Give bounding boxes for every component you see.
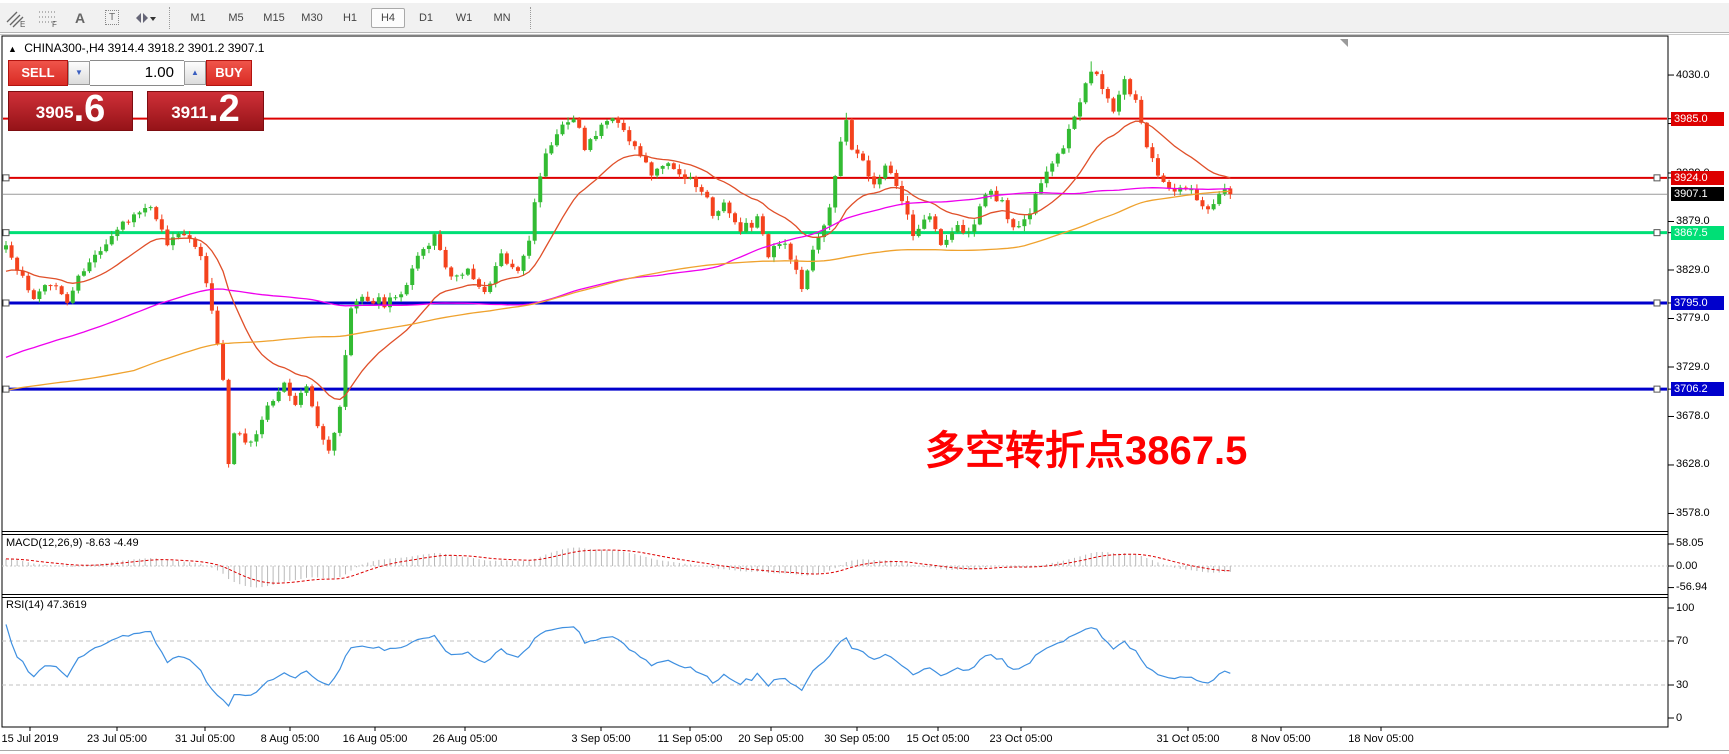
window-divider <box>0 750 1729 751</box>
timeframe-button-d1[interactable]: D1 <box>418 11 434 24</box>
price-tick-3628.0: 3628.0 <box>1676 458 1710 471</box>
chart-text-annotation: 多空转折点3867.5 <box>925 429 1248 473</box>
buy-price[interactable]: 3911 .2 <box>147 88 264 131</box>
price-tick-3879.0: 3879.0 <box>1676 215 1710 227</box>
arrows-icon[interactable] <box>129 6 159 30</box>
price-level-label-3867.5: 3867.5 <box>1671 225 1724 240</box>
time-tick-8-Nov-05-00: 8 Nov 05:00 <box>1251 733 1311 745</box>
hline-handle[interactable] <box>1653 385 1661 393</box>
collapse-trade-panel-icon[interactable]: ▲ <box>8 44 17 54</box>
hline-handle[interactable] <box>2 385 10 393</box>
toolbar-separator <box>530 6 531 29</box>
moving-average-fast <box>5 120 1231 401</box>
indicators-icon[interactable]: E <box>1 6 31 30</box>
time-tick-31-Oct-05-00: 31 Oct 05:00 <box>1156 733 1220 745</box>
timeframe-button-h1[interactable]: H1 <box>342 11 358 24</box>
text-label-icon[interactable]: A <box>74 9 86 26</box>
hline-handle[interactable] <box>1653 299 1661 307</box>
price-tick-3829.0: 3829.0 <box>1676 263 1710 276</box>
volume-input[interactable] <box>90 59 184 86</box>
sell-price-main: 3905 <box>35 103 74 122</box>
timeframe-button-m15[interactable]: M15 <box>263 11 285 24</box>
time-tick-11-Sep-05-00: 11 Sep 05:00 <box>657 733 723 745</box>
time-tick-23-Oct-05-00: 23 Oct 05:00 <box>989 733 1053 745</box>
price-tick-3779.0: 3779.0 <box>1676 312 1710 324</box>
fibonacci-icon[interactable]: F <box>33 6 63 30</box>
rsi-tick-0: 0 <box>1676 711 1683 724</box>
timeframe-button-mn[interactable]: MN <box>493 11 511 24</box>
volume-increase-button[interactable]: ▲ <box>184 60 206 85</box>
time-tick-26-Aug-05-00: 26 Aug 05:00 <box>432 733 498 745</box>
sell-button[interactable]: SELL <box>8 59 68 86</box>
price-tick-3678.0: 3678.0 <box>1676 409 1710 422</box>
rsi-indicator-label: RSI(14) 47.3619 <box>6 599 87 611</box>
timeframe-button-w1[interactable]: W1 <box>455 11 473 24</box>
price-level-label-3706.2: 3706.2 <box>1671 382 1724 397</box>
price-tick-3578.0: 3578.0 <box>1676 506 1710 519</box>
macd-tick-58.05: 58.05 <box>1676 537 1704 550</box>
time-tick-15-Jul-2019: 15 Jul 2019 <box>1 733 59 745</box>
macd-tick-0.00: 0.00 <box>1676 559 1698 572</box>
timeframe-button-m5[interactable]: M5 <box>228 11 244 24</box>
buy-price-fraction: .2 <box>208 88 240 130</box>
sell-price[interactable]: 3905 .6 <box>8 88 133 131</box>
window-divider <box>0 34 1729 35</box>
svg-text:F: F <box>52 20 57 28</box>
price-level-label-3924.0: 3924.0 <box>1671 170 1724 185</box>
scroll-to-end-marker-icon[interactable] <box>1340 39 1348 47</box>
price-level-label-3795.0: 3795.0 <box>1671 295 1724 310</box>
moving-average-slow <box>5 190 1231 392</box>
volume-decrease-button[interactable]: ▼ <box>68 60 90 85</box>
timeframe-switcher: M1 M5 M15 M30 H1 H4 D1 W1 MN <box>179 7 521 28</box>
hline-handle[interactable] <box>2 229 10 237</box>
text-tool-icon[interactable]: T <box>97 6 127 30</box>
time-tick-3-Sep-05-00: 3 Sep 05:00 <box>571 733 631 745</box>
current-price-label: 3907.1 <box>1671 187 1724 202</box>
chart-title: ▲ CHINA300-,H4 3914.4 3918.2 3901.2 3907… <box>8 41 264 55</box>
time-tick-20-Sep-05-00: 20 Sep 05:00 <box>738 733 804 745</box>
timeframe-button-h4[interactable]: H4 <box>371 7 405 28</box>
macd-indicator-label: MACD(12,26,9) -8.63 -4.49 <box>6 537 139 549</box>
price-tick-4030.0: 4030.0 <box>1676 68 1710 81</box>
one-click-trade-panel: SELL ▼ ▲ BUY 3905 .6 3911 .2 <box>8 59 264 131</box>
hline-handle[interactable] <box>1653 174 1661 182</box>
rsi-line <box>5 624 1231 707</box>
timeframe-button-m30[interactable]: M30 <box>301 11 323 24</box>
chart-window-border <box>1 35 1669 728</box>
time-tick-8-Aug-05-00: 8 Aug 05:00 <box>260 733 320 745</box>
hline-handle[interactable] <box>2 174 10 182</box>
ohlc-values: 3914.4 3918.2 3901.2 3907.1 <box>107 41 265 55</box>
time-tick-30-Sep-05-00: 30 Sep 05:00 <box>824 733 890 745</box>
sell-price-fraction: .6 <box>73 88 106 130</box>
svg-text:E: E <box>20 20 25 28</box>
rsi-tick-70: 70 <box>1676 634 1689 647</box>
rsi-tick-100: 100 <box>1676 601 1695 614</box>
price-tick-3729.0: 3729.0 <box>1676 360 1710 373</box>
buy-button[interactable]: BUY <box>206 59 252 86</box>
time-tick-23-Jul-05-00: 23 Jul 05:00 <box>87 733 147 745</box>
price-level-label-3985.0: 3985.0 <box>1671 111 1724 126</box>
time-tick-18-Nov-05-00: 18 Nov 05:00 <box>1348 733 1414 745</box>
toolbar-separator <box>169 6 170 29</box>
rsi-tick-30: 30 <box>1676 678 1689 691</box>
buy-price-main: 3911 <box>171 103 209 122</box>
macd-tick--56.94: -56.94 <box>1676 581 1708 594</box>
hline-handle[interactable] <box>2 299 10 307</box>
time-tick-15-Oct-05-00: 15 Oct 05:00 <box>906 733 970 745</box>
time-tick-16-Aug-05-00: 16 Aug 05:00 <box>342 733 408 745</box>
symbol-period: CHINA300-,H4 <box>24 41 105 55</box>
hline-handle[interactable] <box>1653 229 1661 237</box>
timeframe-button-m1[interactable]: M1 <box>190 11 206 24</box>
macd-signal-line <box>5 549 1231 584</box>
moving-average-medium <box>5 187 1231 359</box>
time-tick-31-Jul-05-00: 31 Jul 05:00 <box>175 733 235 745</box>
